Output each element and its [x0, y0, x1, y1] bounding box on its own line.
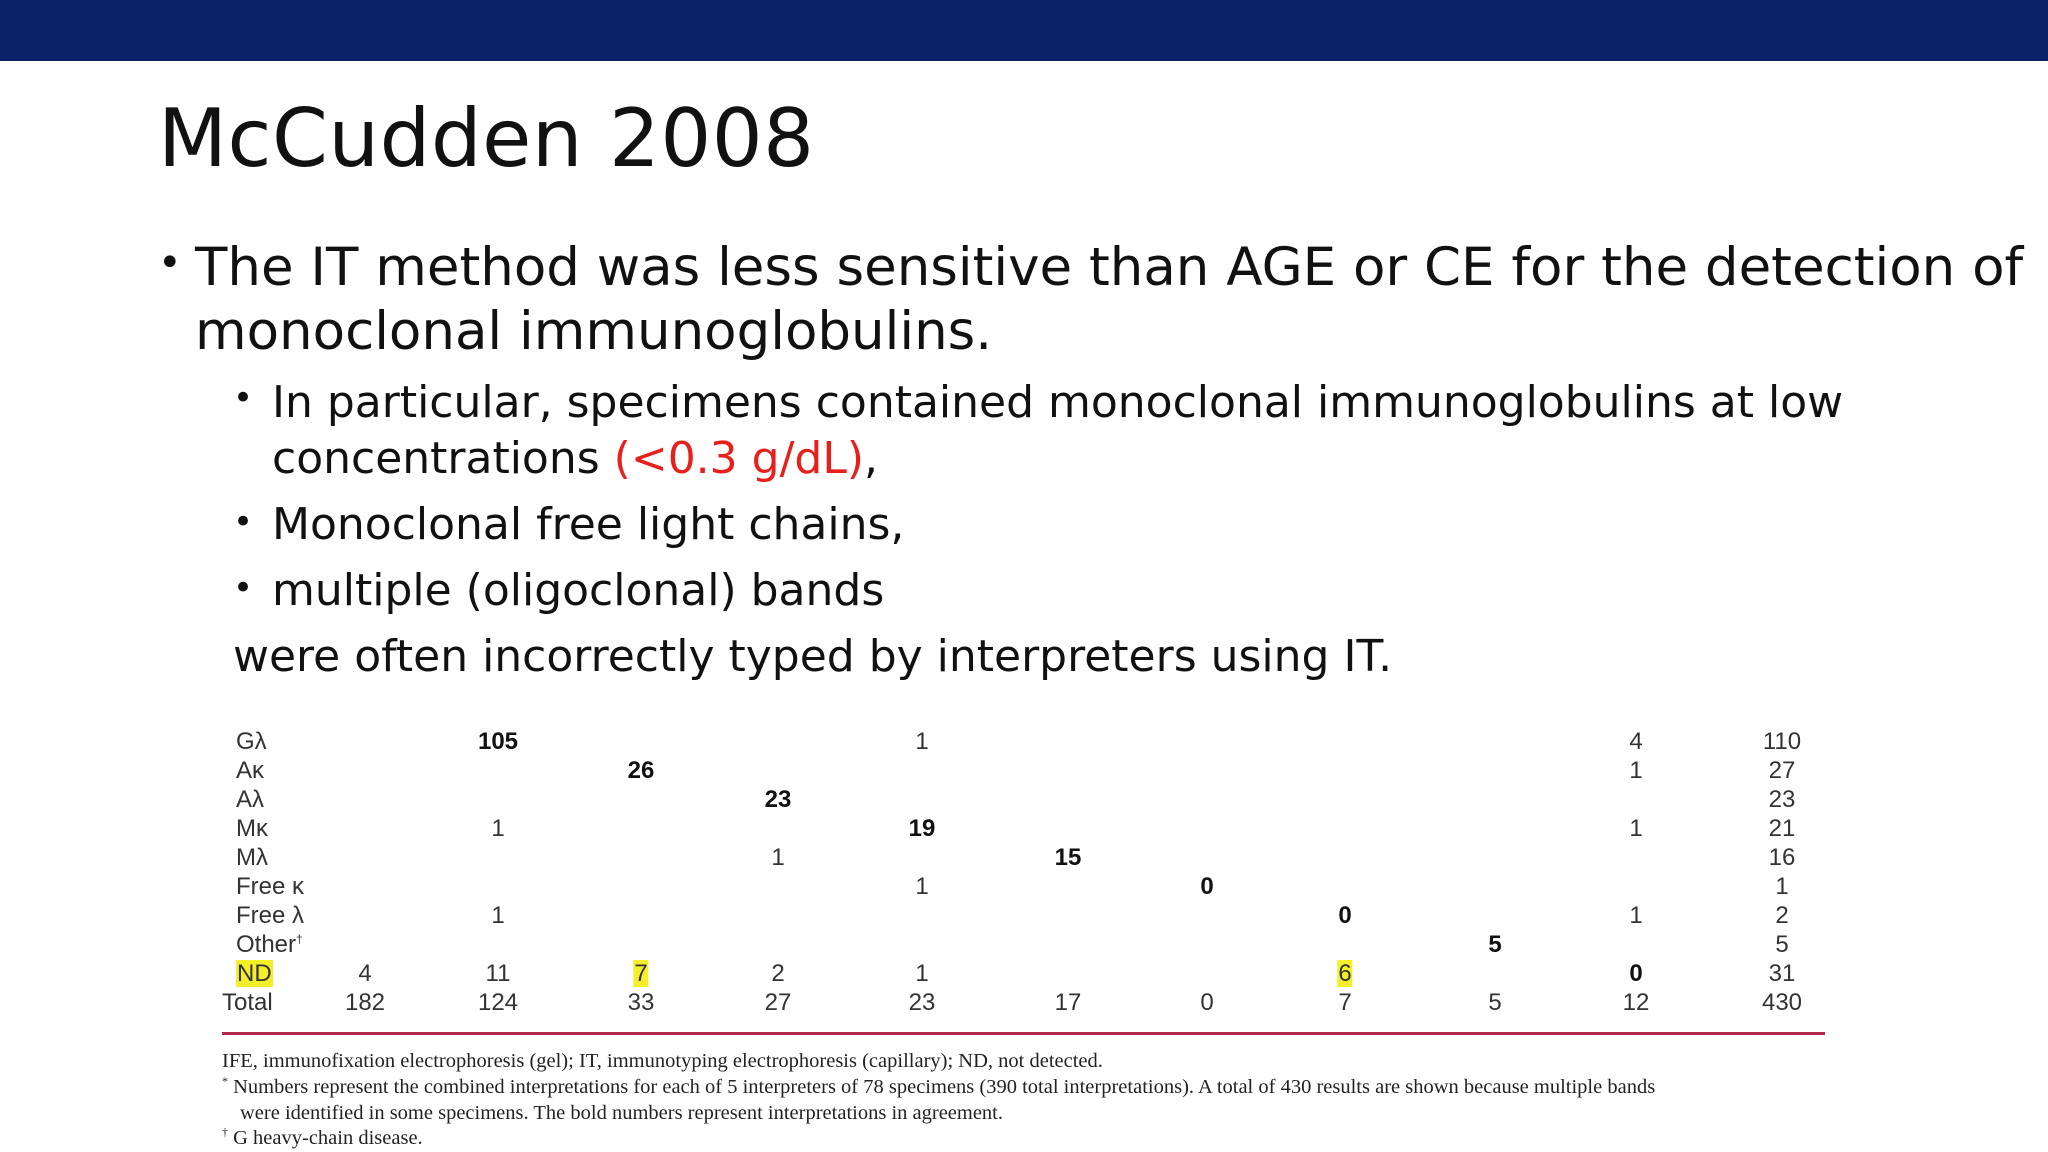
- table-cell: 4: [1629, 728, 1643, 755]
- table-cell: 430: [1761, 989, 1803, 1016]
- table-cell: 23: [764, 786, 792, 813]
- table-cell: 124: [477, 989, 519, 1016]
- table-cell: 1: [771, 844, 785, 871]
- table-rule: [222, 1032, 1825, 1035]
- table-cell: 1: [491, 815, 505, 842]
- concentration-threshold: (<0.3 g/dL): [613, 433, 865, 484]
- table-cell: 19: [908, 815, 936, 842]
- table-row-label: Aκ: [236, 757, 265, 784]
- table-cell: 1: [1629, 902, 1643, 929]
- table-cell: 0: [1200, 989, 1214, 1016]
- table-cell: 1: [1629, 815, 1643, 842]
- header-bar: [0, 0, 2048, 61]
- table-cell: 15: [1054, 844, 1082, 871]
- table-cell: 1: [1775, 873, 1789, 900]
- table-cell: 105: [477, 728, 519, 755]
- table-cell: 27: [764, 989, 792, 1016]
- table-cell: 5: [1775, 931, 1789, 958]
- footnote-abbrev: IFE, immunofixation electrophoresis (gel…: [222, 1050, 1103, 1072]
- table-cell: 12: [1622, 989, 1650, 1016]
- bullet1-line2: monoclonal immunoglobulins.: [195, 301, 993, 362]
- table-row-label: Free κ: [236, 873, 305, 900]
- table-row-label: Aλ: [236, 786, 265, 813]
- table-row-label: Total: [222, 989, 273, 1016]
- table-cell: 33: [627, 989, 655, 1016]
- table-cell: 0: [1200, 873, 1214, 900]
- table-cell: 23: [1768, 786, 1796, 813]
- sub1-line2: concentrations (<0.3 g/dL),: [272, 433, 879, 484]
- footnote-numbers-cont: were identified in some specimens. The b…: [240, 1102, 1004, 1124]
- table-cell: 16: [1768, 844, 1796, 871]
- table-cell: 0: [1629, 960, 1643, 987]
- table-cell: 7: [633, 960, 649, 987]
- table-row-label: Mκ: [236, 815, 268, 842]
- conclusion-line: were often incorrectly typed by interpre…: [233, 631, 1393, 682]
- table-cell: 31: [1768, 960, 1796, 987]
- table-cell: 1: [915, 873, 929, 900]
- table-cell: 27: [1768, 757, 1796, 784]
- table-row-label: Gλ: [236, 728, 267, 755]
- table-cell: 110: [1762, 728, 1802, 755]
- table-cell: 23: [908, 989, 936, 1016]
- sub1-line1: In particular, specimens contained monoc…: [272, 377, 1844, 428]
- table-cell: 4: [358, 960, 372, 987]
- bullet-dot: •: [158, 240, 182, 286]
- table-cell: 2: [771, 960, 785, 987]
- table-cell: 1: [1629, 757, 1643, 784]
- table-row-label: ND: [236, 960, 273, 987]
- sub-bullet-dot: •: [233, 378, 254, 418]
- table-cell: 7: [1338, 989, 1352, 1016]
- table-cell: 5: [1488, 931, 1502, 958]
- table-cell: 1: [915, 728, 929, 755]
- sub3-line: multiple (oligoclonal) bands: [272, 565, 885, 616]
- table-cell: 2: [1775, 902, 1789, 929]
- table-row-label: Other†: [236, 931, 303, 958]
- table-cell: 182: [344, 989, 386, 1016]
- slide-title: McCudden 2008: [158, 92, 815, 185]
- footnote-numbers: * Numbers represent the combined interpr…: [222, 1074, 1656, 1098]
- table-cell: 21: [1768, 815, 1796, 842]
- sub-bullet-dot: •: [233, 568, 254, 608]
- table-cell: 17: [1054, 989, 1082, 1016]
- sub-bullet-dot: •: [233, 502, 254, 542]
- table-cell: 11: [485, 960, 511, 987]
- table-row-label: Free λ: [236, 902, 305, 929]
- table-cell: 1: [915, 960, 929, 987]
- footnote-dagger: † G heavy-chain disease.: [222, 1125, 423, 1149]
- bullet1-line1: The IT method was less sensitive than AG…: [195, 237, 2024, 298]
- table-row-label: Mλ: [236, 844, 268, 871]
- table-cell: 6: [1337, 960, 1353, 987]
- table-cell: 1: [491, 902, 505, 929]
- table-cell: 5: [1488, 989, 1502, 1016]
- table-cell: 0: [1338, 902, 1352, 929]
- sub2-line: Monoclonal free light chains,: [272, 499, 905, 550]
- table-cell: 26: [627, 757, 655, 784]
